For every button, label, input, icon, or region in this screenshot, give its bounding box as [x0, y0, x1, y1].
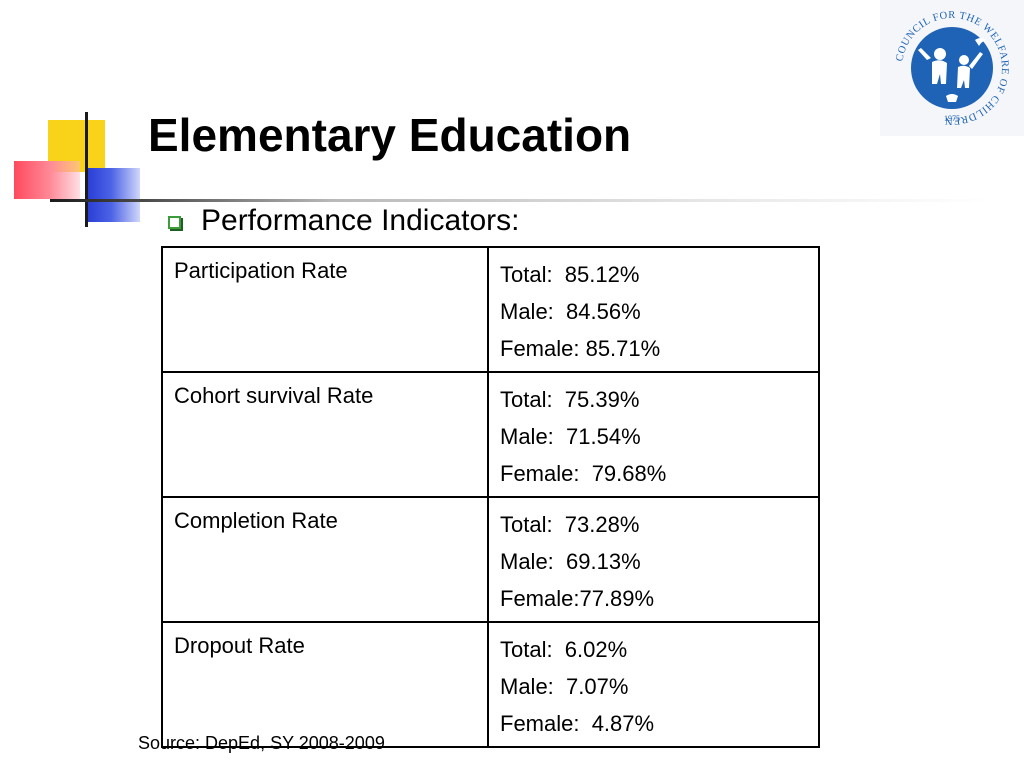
indicator-values-cell: Total: 85.12% Male: 84.56% Female: 85.71…	[487, 246, 820, 373]
indicator-label: Participation Rate	[174, 258, 348, 283]
value-male: Male: 7.07%	[500, 674, 629, 699]
value-total: Total: 75.39%	[500, 387, 640, 412]
value-male: Male: 71.54%	[500, 424, 641, 449]
value-male: Male: 69.13%	[500, 549, 641, 574]
value-female: Female:77.89%	[500, 586, 655, 611]
indicator-label: Completion Rate	[174, 508, 338, 533]
table-row: Participation Rate Total: 85.12% Male: 8…	[161, 246, 820, 373]
table-row: Dropout Rate Total: 6.02% Male: 7.07% Fe…	[161, 621, 820, 748]
value-total: Total: 85.12%	[500, 262, 640, 287]
indicator-label-cell: Completion Rate	[161, 496, 489, 623]
value-female: Female: 79.68%	[500, 461, 667, 486]
value-female: Female: 4.87%	[500, 711, 655, 736]
decor-horizontal-line	[50, 199, 990, 202]
indicator-values-cell: Total: 73.28% Male: 69.13% Female:77.89%	[487, 496, 820, 623]
indicator-values-cell: Total: 6.02% Male: 7.07% Female: 4.87%	[487, 621, 820, 748]
decor-red-bar	[14, 161, 80, 199]
indicator-values-cell: Total: 75.39% Male: 71.54% Female: 79.68…	[487, 371, 820, 498]
value-male: Male: 84.56%	[500, 299, 641, 324]
source-note: Source: DepEd, SY 2008-2009	[138, 733, 385, 753]
logo-year: 1975	[944, 114, 960, 123]
indicator-label-cell: Dropout Rate	[161, 621, 489, 748]
value-total: Total: 6.02%	[500, 637, 628, 662]
indicator-label: Dropout Rate	[174, 633, 305, 658]
council-logo-icon: COUNCIL FOR THE WELFARE OF CHILDREN 1975	[880, 0, 1024, 136]
indicator-label-cell: Participation Rate	[161, 246, 489, 373]
performance-indicators-table: Participation Rate Total: 85.12% Male: 8…	[161, 246, 820, 748]
value-total: Total: 73.28%	[500, 512, 640, 537]
decor-blue-square	[88, 168, 140, 222]
indicator-label: Cohort survival Rate	[174, 383, 374, 408]
bullet-text: Performance Indicators:	[201, 204, 520, 237]
decor-vertical-line	[85, 112, 88, 227]
slide-title: Elementary Education	[148, 109, 632, 161]
table-row: Completion Rate Total: 73.28% Male: 69.1…	[161, 496, 820, 623]
bullet-item: Performance Indicators:	[168, 204, 519, 238]
checkbox-bullet-icon	[168, 215, 181, 229]
value-female: Female: 85.71%	[500, 336, 661, 361]
table-row: Cohort survival Rate Total: 75.39% Male:…	[161, 371, 820, 498]
indicator-label-cell: Cohort survival Rate	[161, 371, 489, 498]
